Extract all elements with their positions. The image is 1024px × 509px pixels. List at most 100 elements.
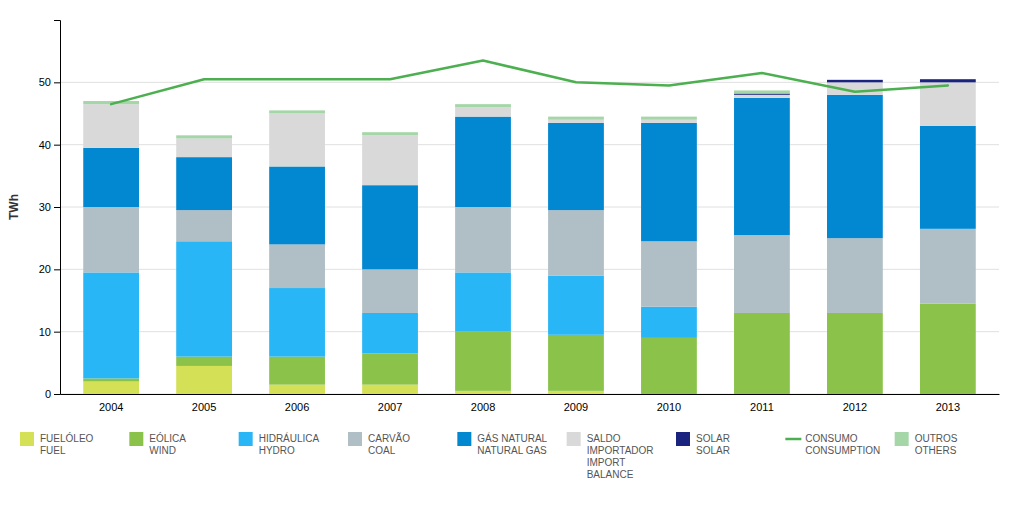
bar: [920, 79, 976, 80]
bar: [827, 79, 883, 80]
legend-label: GÁS NATURALNATURAL GAS: [477, 432, 547, 456]
x-tick: 2012: [843, 401, 867, 413]
bar: [455, 391, 511, 394]
x-tick-label: 2011: [750, 401, 774, 413]
bar: [455, 107, 511, 116]
legend-swatch: [676, 432, 690, 446]
legend-label: SALDOIMPORTADORIMPORTBALANCE: [587, 433, 654, 480]
bar: [641, 307, 697, 338]
y-tick-mark: [54, 332, 60, 333]
bar: [641, 117, 697, 120]
x-tick: 2009: [564, 401, 588, 413]
bar: [269, 244, 325, 288]
marks: [83, 61, 976, 394]
bar: [827, 80, 883, 82]
y-tick-label: 10: [39, 326, 51, 338]
x-tick-label: 2006: [285, 401, 309, 413]
bar: [455, 104, 511, 107]
bar: [548, 123, 604, 210]
bar: [362, 269, 418, 313]
bar-series: [83, 95, 976, 270]
grid: [60, 82, 999, 394]
bar: [455, 117, 511, 207]
bar: [920, 229, 976, 304]
legend-swatch: [895, 432, 909, 446]
legend-label: CARVÃOCOAL: [368, 432, 410, 456]
legend-item: SOLARSOLAR: [676, 432, 730, 456]
x-tick-label: 2004: [99, 401, 123, 413]
bar: [920, 126, 976, 229]
bar: [548, 335, 604, 391]
bar: [548, 117, 604, 120]
y-tick-label: 40: [39, 139, 51, 151]
x-tick-label: 2009: [564, 401, 588, 413]
legend-label: EÓLICAWIND: [149, 432, 186, 456]
bar: [641, 241, 697, 306]
y-tick: 50: [39, 76, 60, 88]
x-tick-label: 2010: [657, 401, 681, 413]
y-axis-title: TWh: [7, 194, 21, 220]
x-tick-label: 2013: [936, 401, 960, 413]
legend-swatch: [129, 432, 143, 446]
bar-series: [83, 82, 976, 185]
x-tick-label: 2007: [378, 401, 402, 413]
bar: [920, 304, 976, 394]
bar: [362, 185, 418, 269]
bar: [362, 353, 418, 384]
bar: [176, 366, 232, 394]
y-tick-mark: [54, 207, 60, 208]
y-tick-label: 30: [39, 201, 51, 213]
legend-item: CARVÃOCOAL: [348, 432, 410, 456]
y-axis-line: [54, 21, 61, 395]
bar: [269, 288, 325, 357]
bar: [548, 210, 604, 275]
bar: [734, 235, 790, 313]
bar: [548, 391, 604, 394]
x-tick: 2008: [471, 401, 495, 413]
x-tick-label: 2005: [192, 401, 216, 413]
legend-label: FUELÓLEOFUEL: [40, 432, 94, 456]
bar: [176, 135, 232, 138]
bar: [176, 138, 232, 157]
bar: [455, 272, 511, 331]
bar: [920, 79, 976, 82]
y-tick-mark: [54, 269, 60, 270]
legend-label: HIDRÁULICAHYDRO: [259, 432, 320, 456]
x-tick: 2010: [657, 401, 681, 413]
legend-label: CONSUMOCONSUMPTION: [805, 433, 880, 456]
bar: [269, 385, 325, 394]
bar: [734, 90, 790, 93]
bar: [641, 123, 697, 241]
legend-label: OUTROSOTHERS: [915, 433, 958, 456]
y-tick-mark: [54, 82, 60, 83]
x-tick: 2013: [936, 401, 960, 413]
y-tick: 20: [39, 263, 60, 275]
bar: [362, 313, 418, 354]
y-tick-label: 50: [39, 76, 51, 88]
bar: [827, 313, 883, 394]
bar: [734, 94, 790, 95]
legend: FUELÓLEOFUEL EÓLICAWIND HIDRÁULICAHYDRO CAR…: [20, 432, 958, 480]
bar: [269, 114, 325, 167]
bar: [83, 272, 139, 378]
legend-item: GÁS NATURALNATURAL GAS: [457, 432, 547, 456]
y-tick-mark: [54, 394, 60, 395]
legend-item: EÓLICAWIND: [129, 432, 186, 456]
bar: [641, 338, 697, 394]
bar: [548, 120, 604, 123]
bar: [734, 313, 790, 394]
bar: [176, 357, 232, 366]
bar: [83, 104, 139, 148]
y-tick: 10: [39, 326, 60, 338]
legend-swatch: [785, 438, 801, 441]
y-tick-label: 0: [45, 388, 51, 400]
bar: [176, 210, 232, 241]
bar: [920, 82, 976, 126]
x-tick: 2006: [285, 401, 309, 413]
y-tick: 40: [39, 139, 60, 151]
legend-item: SALDOIMPORTADORIMPORTBALANCE: [567, 432, 654, 480]
x-tick: 2007: [378, 401, 402, 413]
legend-item: FUELÓLEOFUEL: [20, 432, 94, 456]
bar: [548, 276, 604, 335]
y-tick: 0: [45, 388, 60, 400]
